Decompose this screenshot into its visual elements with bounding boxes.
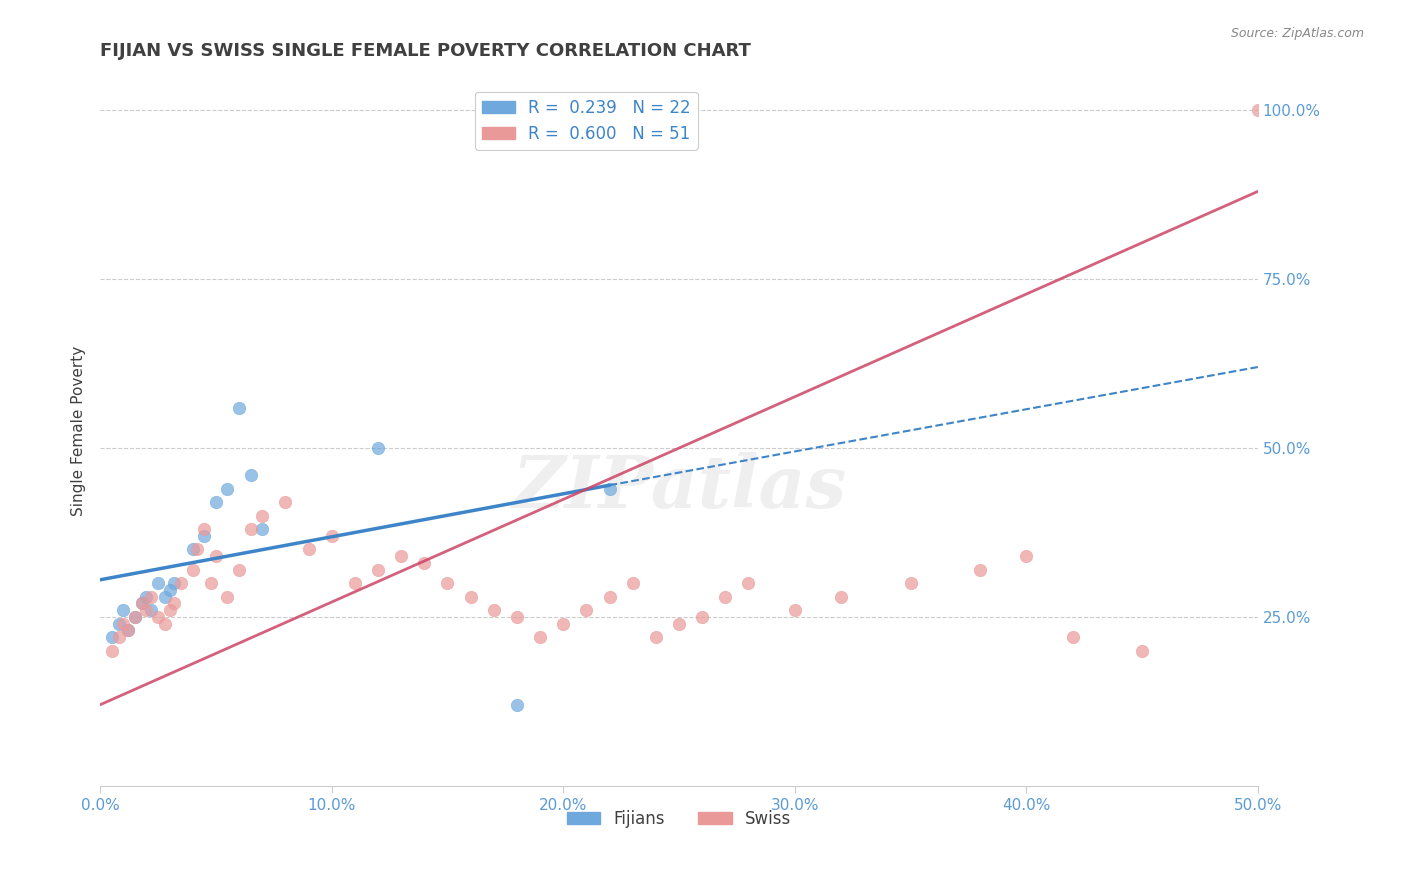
Point: [1130, 643, 1153, 657]
Point: [139, 603, 162, 617]
Point: [239, 468, 262, 483]
Point: [217, 590, 239, 604]
Point: [131, 596, 153, 610]
Point: [969, 563, 991, 577]
Point: [737, 576, 759, 591]
Point: [100, 630, 122, 644]
Point: [117, 624, 139, 638]
Point: [193, 522, 215, 536]
Point: [200, 576, 222, 591]
Point: [153, 616, 176, 631]
Point: [250, 522, 273, 536]
Point: [228, 563, 250, 577]
Point: [131, 596, 153, 610]
Point: [690, 610, 713, 624]
Point: [170, 576, 193, 591]
Point: [181, 542, 204, 557]
Point: [297, 542, 319, 557]
Text: FIJIAN VS SWISS SINGLE FEMALE POVERTY CORRELATION CHART: FIJIAN VS SWISS SINGLE FEMALE POVERTY CO…: [100, 42, 751, 60]
Point: [112, 616, 135, 631]
Point: [389, 549, 412, 563]
Point: [506, 610, 529, 624]
Point: [343, 576, 366, 591]
Point: [506, 698, 529, 712]
Point: [714, 590, 737, 604]
Point: [139, 590, 162, 604]
Y-axis label: Single Female Poverty: Single Female Poverty: [72, 346, 86, 516]
Point: [783, 603, 806, 617]
Point: [186, 542, 208, 557]
Point: [159, 582, 181, 597]
Point: [217, 482, 239, 496]
Point: [367, 441, 389, 455]
Point: [900, 576, 922, 591]
Text: ZIPatlas: ZIPatlas: [512, 452, 846, 524]
Point: [153, 590, 176, 604]
Point: [146, 610, 169, 624]
Point: [599, 482, 621, 496]
Point: [367, 563, 389, 577]
Point: [193, 529, 215, 543]
Point: [228, 401, 250, 415]
Point: [112, 603, 135, 617]
Point: [163, 596, 186, 610]
Point: [135, 603, 157, 617]
Point: [205, 495, 228, 509]
Text: Source: ZipAtlas.com: Source: ZipAtlas.com: [1230, 27, 1364, 40]
Point: [575, 603, 598, 617]
Point: [205, 549, 228, 563]
Point: [107, 630, 129, 644]
Point: [321, 529, 343, 543]
Point: [668, 616, 690, 631]
Point: [117, 624, 139, 638]
Point: [1247, 103, 1270, 118]
Point: [553, 616, 575, 631]
Point: [274, 495, 297, 509]
Point: [1062, 630, 1084, 644]
Point: [107, 616, 129, 631]
Point: [1015, 549, 1038, 563]
Point: [250, 508, 273, 523]
Point: [413, 556, 436, 570]
Point: [159, 603, 181, 617]
Point: [100, 643, 122, 657]
Point: [482, 603, 505, 617]
Legend: Fijians, Swiss: Fijians, Swiss: [560, 803, 797, 834]
Point: [124, 610, 146, 624]
Point: [135, 590, 157, 604]
Point: [529, 630, 551, 644]
Point: [599, 590, 621, 604]
Point: [644, 630, 666, 644]
Point: [436, 576, 458, 591]
Point: [146, 576, 169, 591]
Point: [621, 576, 644, 591]
Point: [181, 563, 204, 577]
Point: [239, 522, 262, 536]
Point: [830, 590, 852, 604]
Point: [460, 590, 482, 604]
Point: [124, 610, 146, 624]
Point: [163, 576, 186, 591]
